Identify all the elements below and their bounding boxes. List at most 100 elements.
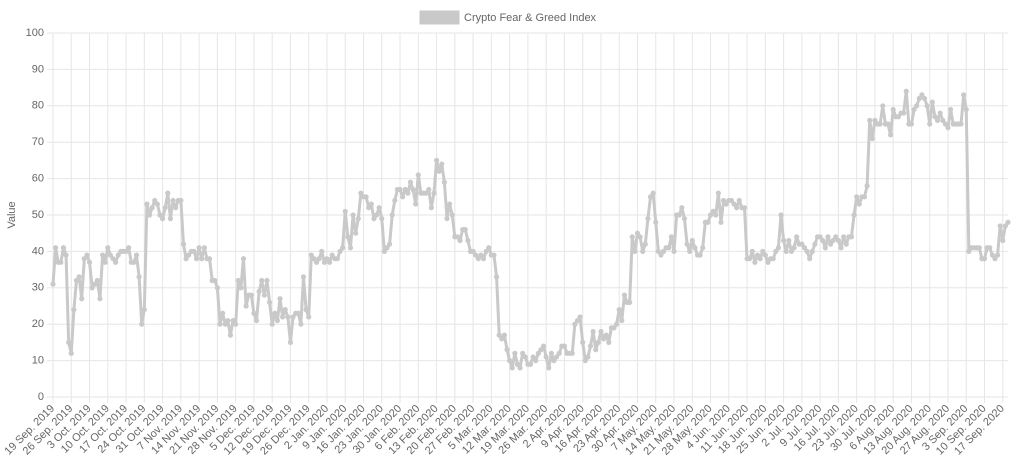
data-point	[306, 314, 312, 320]
data-point	[170, 197, 176, 204]
data-point	[598, 328, 604, 335]
data-point	[710, 208, 716, 214]
data-point	[290, 314, 296, 320]
data-point	[473, 252, 479, 258]
data-point	[629, 234, 635, 240]
data-point	[914, 103, 920, 109]
data-point	[747, 256, 753, 262]
data-point	[861, 194, 868, 200]
data-point	[251, 310, 257, 316]
data-point	[707, 212, 714, 218]
data-point	[225, 317, 231, 324]
data-point	[410, 186, 416, 193]
data-point	[522, 354, 528, 360]
data-point	[799, 241, 805, 247]
y-tick-label: 0	[38, 391, 44, 403]
data-point	[961, 92, 967, 98]
data-point	[822, 245, 828, 251]
data-point	[441, 179, 447, 185]
data-point	[590, 328, 596, 335]
legend-swatch[interactable]	[419, 10, 460, 25]
data-line	[51, 89, 1010, 370]
data-point	[781, 237, 787, 244]
data-point	[890, 106, 896, 113]
data-point	[97, 296, 103, 302]
data-point	[924, 103, 930, 109]
data-point	[908, 121, 915, 127]
data-point	[734, 205, 740, 211]
data-point	[269, 321, 275, 327]
data-point	[788, 248, 795, 254]
data-point	[431, 190, 437, 196]
data-point	[454, 234, 461, 240]
data-point	[640, 248, 646, 254]
data-point	[658, 252, 664, 258]
data-point	[603, 332, 609, 338]
data-point	[869, 135, 875, 142]
data-point	[126, 245, 132, 251]
y-tick-label: 30	[32, 282, 44, 294]
data-point	[345, 234, 351, 240]
data-point	[133, 252, 140, 258]
data-point	[666, 245, 672, 251]
y-tick-label: 20	[32, 318, 44, 330]
data-point	[115, 252, 121, 258]
data-point	[530, 354, 536, 360]
data-point	[379, 216, 385, 222]
data-point	[84, 252, 90, 258]
data-point	[81, 256, 87, 262]
data-point	[762, 252, 768, 258]
data-point	[76, 274, 82, 280]
data-point	[470, 248, 476, 254]
data-point	[86, 259, 93, 265]
data-point	[99, 252, 106, 258]
data-point	[548, 350, 554, 356]
y-tick-label: 60	[32, 173, 44, 185]
data-point	[201, 245, 207, 251]
data-point	[723, 201, 729, 207]
y-tick-label: 40	[32, 245, 44, 257]
data-point	[807, 256, 813, 262]
data-point	[277, 296, 283, 302]
data-point	[123, 248, 129, 254]
data-point	[149, 205, 155, 211]
data-point	[757, 256, 763, 262]
data-point	[300, 274, 307, 280]
data-point	[731, 201, 737, 207]
data-point	[407, 179, 414, 185]
data-point	[193, 256, 200, 262]
data-point	[668, 234, 675, 240]
data-point	[689, 237, 695, 244]
data-point	[222, 321, 228, 327]
data-point	[214, 285, 220, 291]
data-point	[611, 325, 617, 331]
data-point	[233, 321, 239, 327]
data-point	[887, 132, 894, 138]
data-point	[159, 216, 166, 222]
data-point	[927, 121, 933, 127]
data-point	[285, 314, 291, 320]
data-point	[447, 201, 453, 207]
data-point	[311, 256, 317, 262]
data-point	[507, 358, 513, 364]
data-point	[371, 216, 377, 222]
data-point	[981, 256, 988, 262]
data-point	[131, 259, 137, 265]
data-point	[580, 339, 586, 345]
data-point	[817, 234, 823, 240]
data-point	[963, 106, 969, 113]
data-point	[501, 332, 508, 338]
data-point	[614, 321, 620, 327]
data-point	[942, 121, 948, 127]
data-point	[720, 197, 727, 204]
data-point	[632, 248, 638, 254]
data-point	[389, 212, 395, 218]
data-point	[110, 256, 116, 262]
data-point	[178, 197, 184, 204]
data-point	[499, 336, 505, 342]
data-point	[303, 307, 309, 313]
data-point	[308, 252, 314, 258]
legend-label[interactable]: Crypto Fear & Greed Index	[464, 12, 597, 24]
data-point	[820, 237, 826, 244]
